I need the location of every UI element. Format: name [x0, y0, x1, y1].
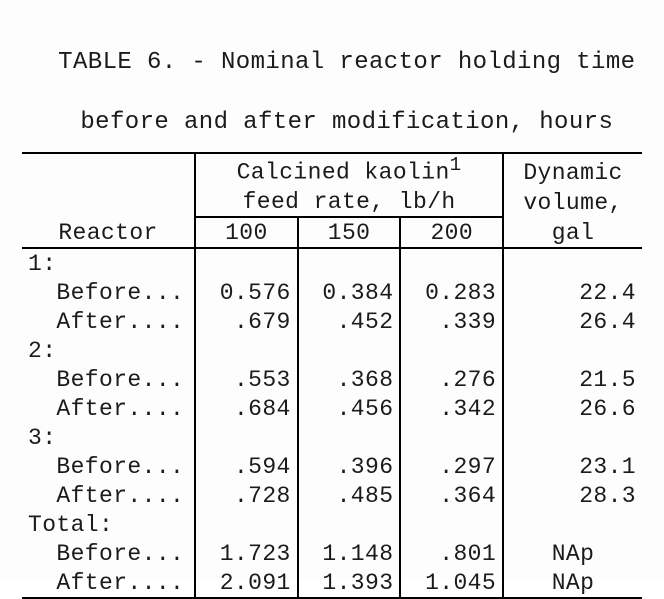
cell-rate-100: .679 — [195, 307, 298, 336]
cell-rate-100: 2.091 — [195, 568, 298, 598]
col-header-dynamic-line2: volume, — [503, 187, 642, 217]
cell-dynamic: 28.3 — [503, 481, 642, 510]
holding-time-table: Reactor Calcined kaolin1 Dynamic feed ra… — [22, 152, 642, 599]
cell-rate-200: .801 — [400, 539, 503, 568]
table-row: Before... .594 .396 .297 23.1 — [22, 452, 642, 481]
col-header-rate-200: 200 — [400, 217, 503, 248]
cell-rate-100: 0.576 — [195, 278, 298, 307]
row-label: After.... — [22, 568, 195, 598]
group-label: 3: — [22, 423, 195, 452]
col-header-kaolin-line1: Calcined kaolin1 — [195, 153, 503, 187]
cell-rate-150: .368 — [298, 365, 401, 394]
cell-rate-200: .339 — [400, 307, 503, 336]
col-header-dynamic-line3: gal — [503, 217, 642, 248]
cell-dynamic: 21.5 — [503, 365, 642, 394]
group-label: 2: — [22, 336, 195, 365]
group-label: Total: — [22, 510, 195, 539]
cell-rate-150: 1.148 — [298, 539, 401, 568]
cell-rate-150: 1.393 — [298, 568, 401, 598]
cell-rate-100: 1.723 — [195, 539, 298, 568]
cell-rate-100: .728 — [195, 481, 298, 510]
group-header-reactor-1: 1: — [22, 248, 642, 278]
table-row: Before... .553 .368 .276 21.5 — [22, 365, 642, 394]
table-row: After.... 2.091 1.393 1.045 NAp — [22, 568, 642, 598]
kaolin-footnote-marker: 1 — [450, 154, 462, 176]
col-header-kaolin-line2: feed rate, lb/h — [195, 187, 503, 217]
cell-rate-150: 0.384 — [298, 278, 401, 307]
row-label: Before... — [22, 365, 195, 394]
row-label: Before... — [22, 539, 195, 568]
cell-rate-100: .553 — [195, 365, 298, 394]
cell-dynamic: 26.4 — [503, 307, 642, 336]
table-row: After.... .728 .485 .364 28.3 — [22, 481, 642, 510]
table-row: Before... 0.576 0.384 0.283 22.4 — [22, 278, 642, 307]
table-row: After.... .679 .452 .339 26.4 — [22, 307, 642, 336]
cell-rate-100: .594 — [195, 452, 298, 481]
cell-rate-150: .456 — [298, 394, 401, 423]
cell-dynamic: NAp — [503, 539, 642, 568]
group-header-reactor-2: 2: — [22, 336, 642, 365]
cell-rate-200: .364 — [400, 481, 503, 510]
cell-rate-150: .485 — [298, 481, 401, 510]
cell-dynamic: 26.6 — [503, 394, 642, 423]
kaolin-text: Calcined kaolin — [237, 160, 450, 186]
col-header-rate-150: 150 — [298, 217, 401, 248]
col-header-dynamic-line1: Dynamic — [503, 153, 642, 187]
cell-dynamic: 23.1 — [503, 452, 642, 481]
cell-rate-200: 0.283 — [400, 278, 503, 307]
cell-rate-200: .297 — [400, 452, 503, 481]
table-row: After.... .684 .456 .342 26.6 — [22, 394, 642, 423]
caption-line-2: before and after modification, hours — [80, 109, 613, 136]
group-header-total: Total: — [22, 510, 642, 539]
cell-rate-200: 1.045 — [400, 568, 503, 598]
caption-line-1: TABLE 6. - Nominal reactor holding time — [58, 49, 635, 76]
row-label: Before... — [22, 278, 195, 307]
table-row: Before... 1.723 1.148 .801 NAp — [22, 539, 642, 568]
cell-dynamic: NAp — [503, 568, 642, 598]
table-header-row-1: Reactor Calcined kaolin1 Dynamic — [22, 153, 642, 187]
cell-rate-150: .452 — [298, 307, 401, 336]
cell-rate-100: .684 — [195, 394, 298, 423]
row-label: After.... — [22, 394, 195, 423]
row-label: Before... — [22, 452, 195, 481]
cell-rate-150: .396 — [298, 452, 401, 481]
group-label: 1: — [22, 248, 195, 278]
cell-dynamic: 22.4 — [503, 278, 642, 307]
row-label: After.... — [22, 481, 195, 510]
cell-rate-200: .342 — [400, 394, 503, 423]
col-header-rate-100: 100 — [195, 217, 298, 248]
row-label: After.... — [22, 307, 195, 336]
group-header-reactor-3: 3: — [22, 423, 642, 452]
col-header-reactor: Reactor — [22, 153, 195, 248]
table-caption: TABLE 6. - Nominal reactor holding time … — [22, 18, 642, 138]
cell-rate-200: .276 — [400, 365, 503, 394]
